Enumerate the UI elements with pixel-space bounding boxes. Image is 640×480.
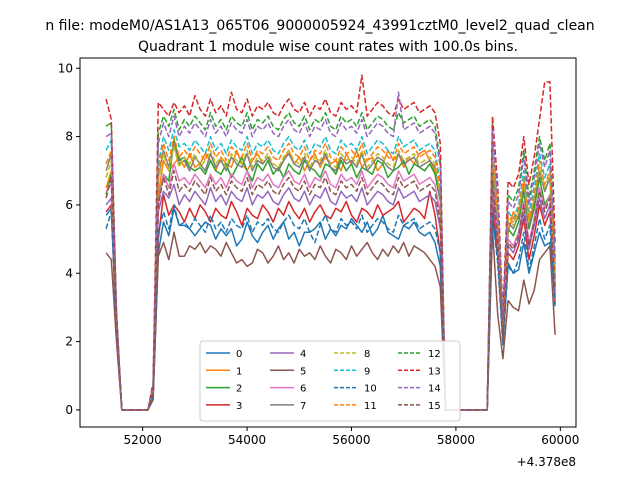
x-tick-label: 60000 <box>541 433 579 447</box>
y-tick-label: 6 <box>65 198 73 212</box>
legend-label-1: 1 <box>236 366 242 377</box>
y-tick-label: 8 <box>65 130 73 144</box>
legend-label-7: 7 <box>300 401 306 412</box>
legend-label-10: 10 <box>364 384 377 395</box>
y-tick-label: 2 <box>65 335 73 349</box>
y-tick-label: 10 <box>58 61 73 75</box>
legend-label-2: 2 <box>236 384 242 395</box>
x-axis: 52000 54000 56000 58000 60000 <box>124 427 579 447</box>
x-tick-label: 54000 <box>228 433 266 447</box>
x-tick-label: 52000 <box>124 433 162 447</box>
y-tick-label: 4 <box>65 266 73 280</box>
legend-label-8: 8 <box>364 349 370 360</box>
legend-label-11: 11 <box>364 401 377 412</box>
legend-label-0: 0 <box>236 349 242 360</box>
legend-label-14: 14 <box>428 384 441 395</box>
series-line-15 <box>105 170 556 411</box>
legend-label-3: 3 <box>236 401 242 412</box>
legend-label-15: 15 <box>428 401 441 412</box>
legend-label-6: 6 <box>300 384 306 395</box>
legend-label-13: 13 <box>428 366 441 377</box>
series-layer <box>105 74 556 411</box>
x-axis-offset-label: +4.378e8 <box>517 455 576 469</box>
legend-frame <box>199 340 461 422</box>
series-line-13 <box>105 74 556 411</box>
y-axis: 0 2 4 6 8 10 <box>58 61 80 417</box>
legend-label-5: 5 <box>300 366 306 377</box>
legend-label-9: 9 <box>364 366 370 377</box>
plot-frame <box>79 57 577 428</box>
series-line-14 <box>105 91 556 411</box>
y-tick-label: 0 <box>65 403 73 417</box>
chart-title: Quadrant 1 module wise count rates with … <box>138 39 518 55</box>
legend-label-4: 4 <box>300 349 306 360</box>
x-tick-label: 56000 <box>332 433 370 447</box>
x-tick-label: 58000 <box>437 433 475 447</box>
figure-suptitle: n file: modeM0/AS1A13_065T06_9000005924_… <box>45 18 594 34</box>
legend-label-12: 12 <box>428 349 441 360</box>
